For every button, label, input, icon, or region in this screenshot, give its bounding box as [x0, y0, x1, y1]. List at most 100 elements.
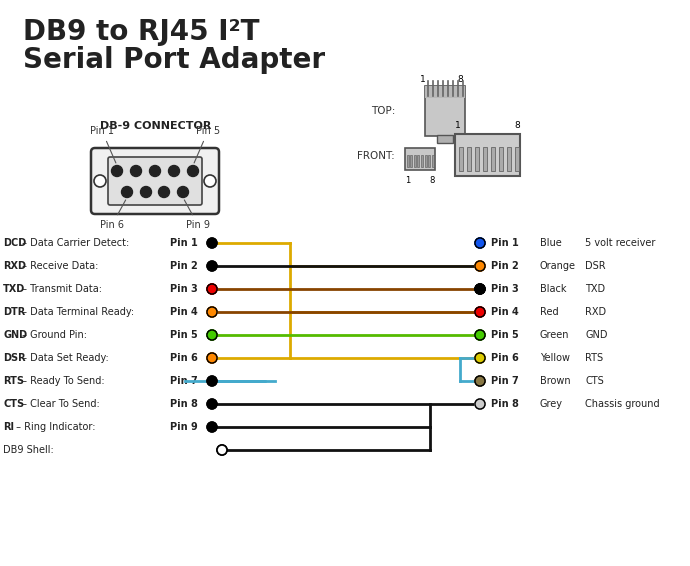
Circle shape: [475, 238, 485, 248]
Text: – Data Terminal Ready:: – Data Terminal Ready:: [19, 307, 134, 317]
Circle shape: [475, 353, 485, 363]
Circle shape: [130, 165, 141, 177]
Text: Pin 5: Pin 5: [194, 126, 220, 163]
Text: Pin 1: Pin 1: [90, 126, 116, 163]
Bar: [467, 147, 471, 171]
Circle shape: [207, 307, 217, 317]
Text: Grey: Grey: [540, 399, 563, 409]
Circle shape: [475, 330, 485, 340]
Bar: [475, 147, 479, 171]
Bar: [417, 155, 420, 167]
Text: 5 volt receiver: 5 volt receiver: [585, 238, 656, 248]
Text: TXD: TXD: [3, 284, 26, 294]
Text: RTS: RTS: [3, 376, 24, 386]
Circle shape: [207, 422, 217, 432]
Text: Red: Red: [540, 307, 559, 317]
Text: 8: 8: [457, 75, 463, 84]
Text: Pin 4: Pin 4: [170, 307, 198, 317]
Circle shape: [177, 187, 188, 198]
Text: 8: 8: [430, 176, 435, 185]
Text: GND: GND: [3, 330, 27, 340]
Text: Pin 4: Pin 4: [491, 307, 519, 317]
Text: Yellow: Yellow: [540, 353, 570, 363]
Text: 1: 1: [455, 121, 461, 130]
Text: Chassis ground: Chassis ground: [585, 399, 660, 409]
Text: Pin 1: Pin 1: [491, 238, 519, 248]
Circle shape: [475, 399, 485, 409]
Circle shape: [168, 165, 179, 177]
Circle shape: [475, 307, 485, 317]
Text: Pin 3: Pin 3: [170, 284, 198, 294]
Text: Pin 5: Pin 5: [170, 330, 198, 340]
Text: – Data Set Ready:: – Data Set Ready:: [19, 353, 108, 363]
Circle shape: [475, 376, 485, 386]
Text: CTS: CTS: [585, 376, 604, 386]
Circle shape: [207, 330, 217, 340]
Circle shape: [475, 330, 485, 340]
Circle shape: [207, 353, 217, 363]
Text: – Receive Data:: – Receive Data:: [19, 261, 98, 271]
Text: Brown: Brown: [540, 376, 571, 386]
Text: – Clear To Send:: – Clear To Send:: [19, 399, 99, 409]
Text: 1: 1: [405, 176, 411, 185]
Bar: [459, 147, 463, 171]
Text: Pin 5: Pin 5: [491, 330, 519, 340]
Bar: [425, 86, 465, 98]
Bar: [515, 147, 519, 171]
Circle shape: [159, 187, 170, 198]
Circle shape: [207, 284, 217, 294]
Text: DB-9 CONNECTOR: DB-9 CONNECTOR: [100, 121, 211, 131]
Bar: [507, 147, 511, 171]
Circle shape: [475, 284, 485, 294]
Text: TXD: TXD: [585, 284, 605, 294]
Bar: [410, 155, 412, 167]
Text: GND: GND: [585, 330, 607, 340]
Text: Orange: Orange: [540, 261, 576, 271]
Text: 8: 8: [514, 121, 520, 130]
Circle shape: [207, 238, 217, 248]
Text: Pin 6: Pin 6: [491, 353, 519, 363]
Text: Pin 7: Pin 7: [170, 376, 198, 386]
Bar: [432, 155, 434, 167]
Circle shape: [204, 175, 216, 187]
Circle shape: [475, 399, 485, 409]
Text: RI: RI: [3, 422, 14, 432]
Circle shape: [207, 399, 217, 409]
Text: Pin 8: Pin 8: [170, 399, 198, 409]
Text: – Transmit Data:: – Transmit Data:: [19, 284, 101, 294]
Text: Pin 7: Pin 7: [491, 376, 519, 386]
Bar: [483, 147, 487, 171]
Text: Pin 6: Pin 6: [170, 353, 198, 363]
Bar: [437, 135, 453, 143]
Text: Pin 9: Pin 9: [184, 200, 210, 230]
Text: Serial Port Adapter: Serial Port Adapter: [23, 46, 325, 74]
Bar: [428, 155, 430, 167]
Circle shape: [475, 261, 485, 271]
Text: – Data Carrier Detect:: – Data Carrier Detect:: [19, 238, 129, 248]
Bar: [405, 148, 435, 170]
Text: CTS: CTS: [3, 399, 24, 409]
Text: Pin 1: Pin 1: [170, 238, 198, 248]
Text: – Ready To Send:: – Ready To Send:: [19, 376, 104, 386]
Circle shape: [207, 284, 217, 294]
Circle shape: [207, 376, 217, 386]
Text: – Ring Indicator:: – Ring Indicator:: [13, 422, 96, 432]
Text: 1: 1: [420, 75, 426, 84]
Circle shape: [217, 445, 227, 455]
Circle shape: [94, 175, 106, 187]
Text: Pin 8: Pin 8: [491, 399, 519, 409]
Circle shape: [207, 353, 217, 363]
Circle shape: [475, 353, 485, 363]
Text: RTS: RTS: [585, 353, 603, 363]
Circle shape: [150, 165, 161, 177]
Circle shape: [207, 261, 217, 271]
Text: DB9 Shell:: DB9 Shell:: [3, 445, 54, 455]
Circle shape: [141, 187, 152, 198]
Bar: [499, 147, 503, 171]
Circle shape: [207, 238, 217, 248]
Bar: [406, 155, 408, 167]
Circle shape: [121, 187, 132, 198]
Bar: [455, 134, 520, 176]
Text: FRONT:: FRONT:: [357, 151, 395, 161]
Bar: [425, 86, 465, 136]
